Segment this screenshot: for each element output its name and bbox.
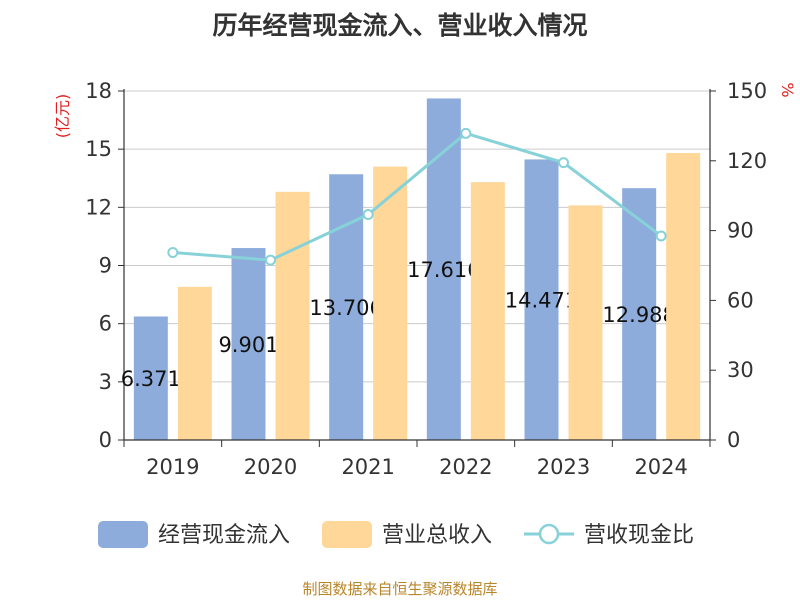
bar-cash-inflow bbox=[622, 188, 657, 440]
x-tick-label: 2024 bbox=[634, 455, 687, 479]
bar-data-label: 6.371 bbox=[121, 367, 181, 391]
x-tick-label: 2023 bbox=[537, 455, 590, 479]
bar-revenue bbox=[373, 166, 408, 440]
legend: 经营现金流入 营业总收入 营收现金比 bbox=[98, 521, 694, 548]
bar-data-label: 14.471 bbox=[505, 289, 578, 313]
right-tick-label: 150 bbox=[727, 79, 767, 103]
bar-data-label: 13.706 bbox=[309, 296, 382, 320]
left-tick-label: 12 bbox=[85, 195, 112, 219]
ratio-point bbox=[167, 246, 179, 258]
left-tick-label: 15 bbox=[85, 137, 112, 161]
left-axis-unit: (亿元) bbox=[53, 94, 72, 139]
bar-data-label: 9.901 bbox=[218, 333, 278, 357]
right-tick-label: 120 bbox=[727, 149, 767, 173]
bar-cash-inflow bbox=[133, 316, 168, 440]
ratio-point bbox=[265, 254, 276, 266]
right-tick-label: 60 bbox=[727, 288, 754, 312]
source-note: 制图数据来自恒生聚源数据库 bbox=[302, 580, 497, 598]
data-labels: 6.371 9.901 13.706 17.616 14.471 12.988 bbox=[121, 258, 675, 391]
ratio-line-path bbox=[172, 131, 663, 262]
chart-title: 历年经营现金流入、营业收入情况 bbox=[212, 11, 587, 40]
bars bbox=[133, 98, 701, 441]
right-tick-label: 30 bbox=[727, 358, 754, 382]
legend-label: 营业总收入 bbox=[382, 523, 492, 548]
right-tick-label: 0 bbox=[727, 428, 740, 452]
ratio-line bbox=[167, 127, 667, 266]
bar-cash-inflow bbox=[426, 98, 461, 440]
legend-label: 经营现金流入 bbox=[158, 523, 290, 548]
x-tick-label: 2021 bbox=[341, 455, 394, 479]
right-tick-label: 90 bbox=[727, 219, 754, 243]
bar-cash-inflow bbox=[524, 159, 559, 440]
bar-cash-inflow bbox=[231, 248, 266, 440]
legend-swatch bbox=[98, 521, 148, 548]
left-tick-label: 18 bbox=[85, 79, 112, 103]
left-tick-label: 3 bbox=[99, 370, 112, 394]
bar-revenue bbox=[666, 153, 701, 441]
left-tick-label: 9 bbox=[99, 254, 112, 278]
gridlines bbox=[124, 90, 710, 383]
ratio-point bbox=[362, 209, 374, 221]
right-axis-unit: % bbox=[778, 82, 797, 97]
x-tick-label: 2022 bbox=[439, 455, 492, 479]
left-tick-label: 6 bbox=[99, 312, 112, 336]
left-tick-label: 0 bbox=[99, 428, 112, 452]
bar-revenue bbox=[470, 182, 505, 440]
ratio-point bbox=[460, 127, 472, 139]
bar-data-label: 12.988 bbox=[602, 303, 675, 327]
bar-revenue bbox=[568, 205, 603, 440]
bar-data-label: 17.616 bbox=[407, 258, 480, 282]
axes: 0 3 6 9 12 15 18 0 30 60 90 120 150 2019 2020 2021 2022 2… bbox=[85, 79, 767, 479]
ratio-point bbox=[655, 230, 667, 242]
ratio-point bbox=[558, 157, 569, 169]
bar-revenue bbox=[275, 191, 310, 440]
legend-swatch bbox=[322, 521, 372, 548]
legend-label: 营收现金比 bbox=[584, 523, 694, 548]
bar-revenue bbox=[177, 286, 212, 440]
x-tick-label: 2019 bbox=[146, 455, 199, 479]
x-tick-label: 2020 bbox=[244, 455, 297, 479]
legend-line-marker bbox=[538, 523, 560, 545]
